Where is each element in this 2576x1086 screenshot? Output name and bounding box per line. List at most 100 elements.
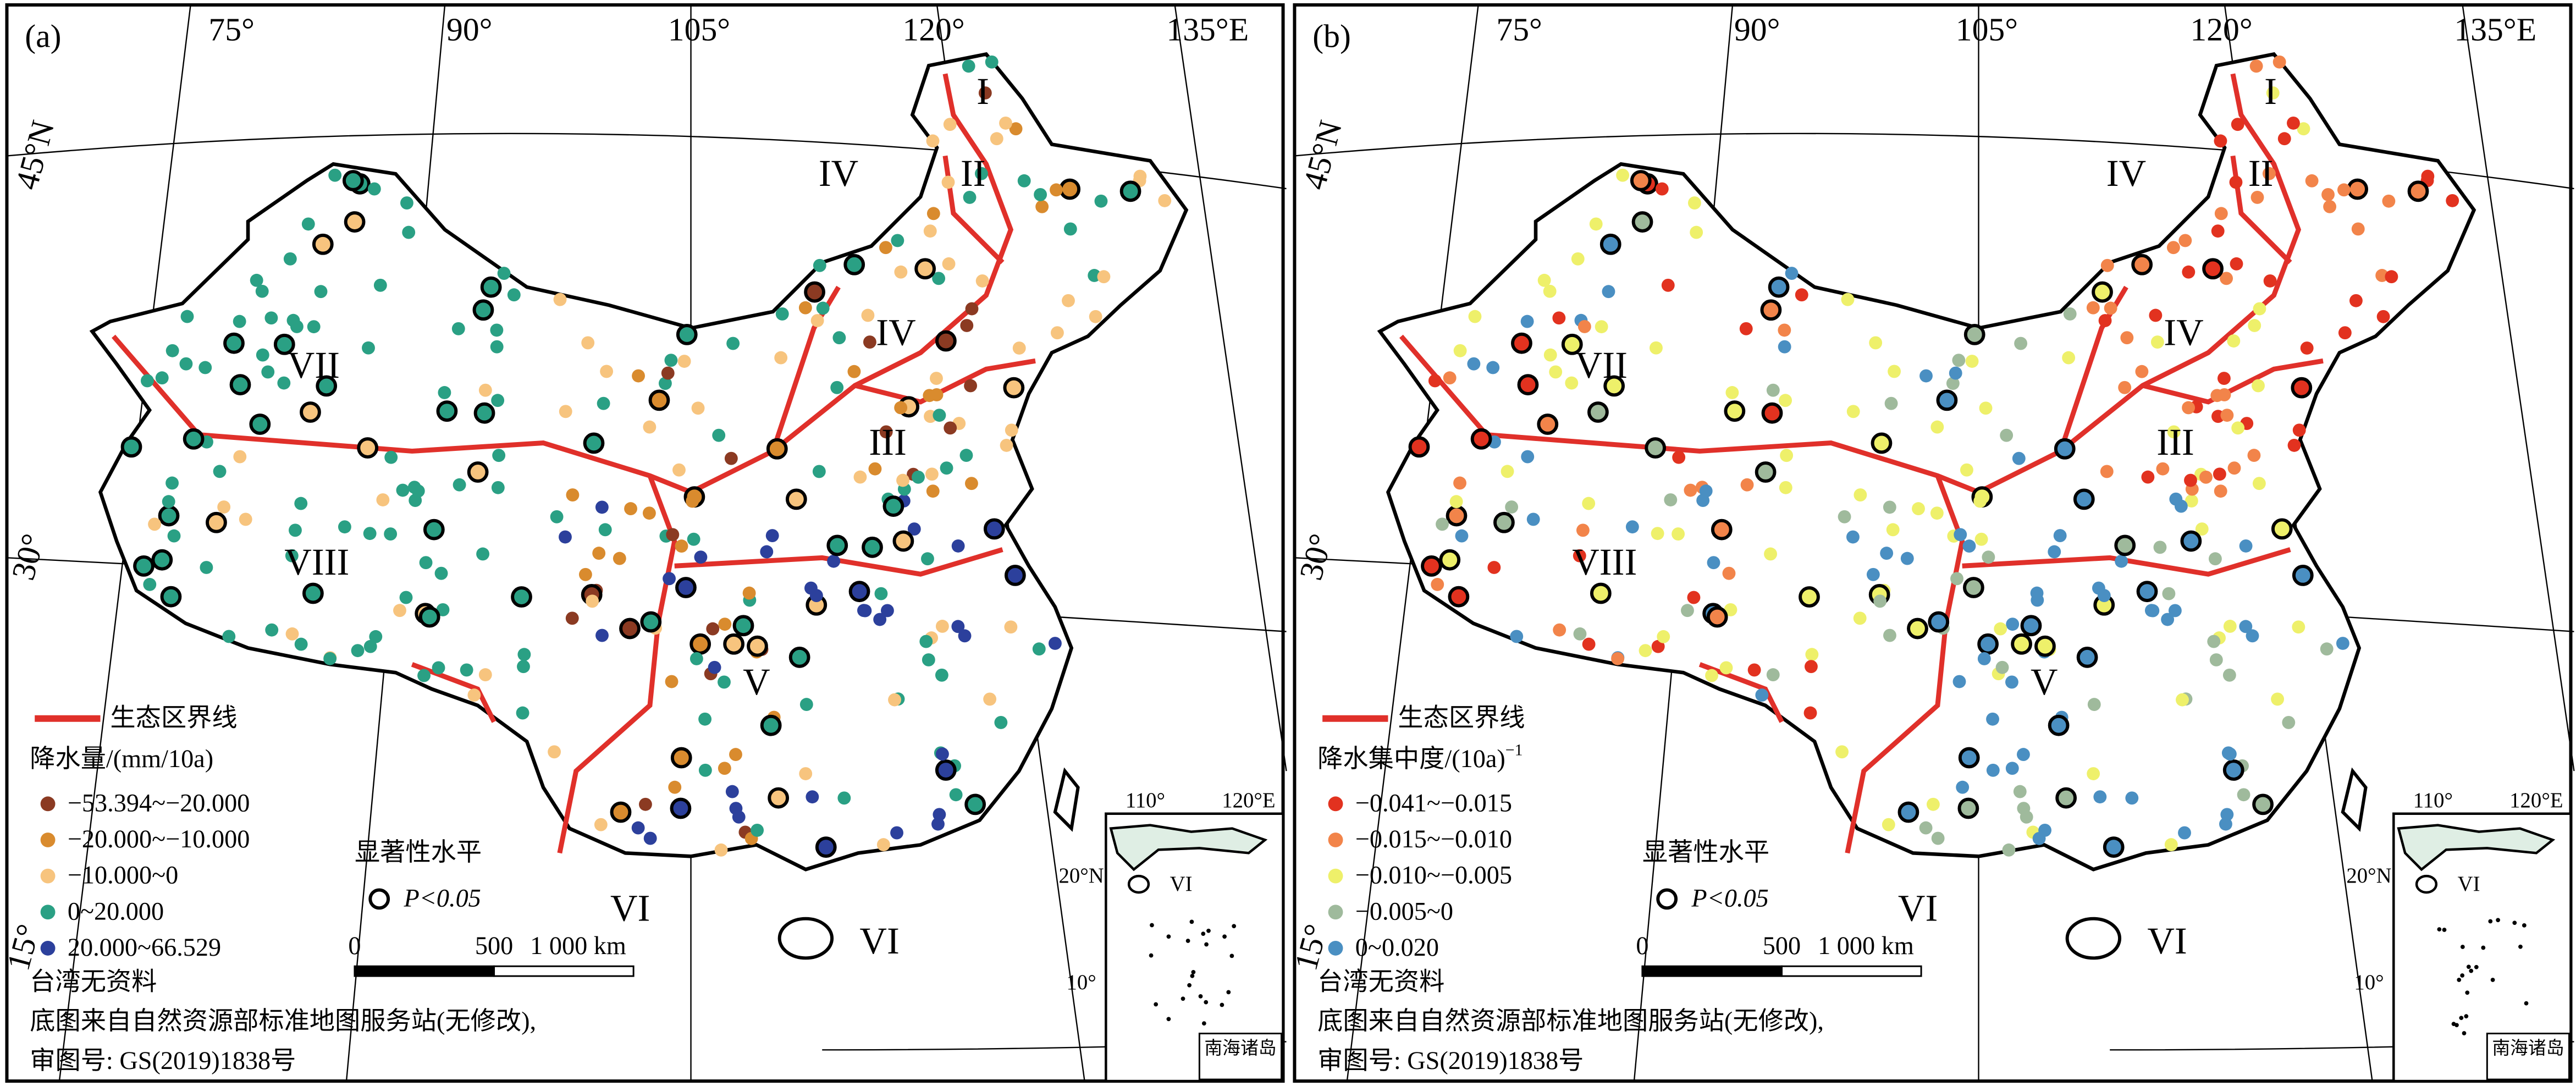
- station-dot: [2167, 425, 2181, 439]
- station-dot: [1869, 336, 1883, 350]
- station-dot: [863, 335, 876, 349]
- station-dot: [874, 587, 888, 600]
- station-dot: [689, 652, 703, 665]
- station-dot: [926, 484, 940, 498]
- station-dot: [847, 365, 861, 378]
- station-dot: [120, 436, 142, 458]
- station-dot: [832, 331, 846, 345]
- station-dot: [930, 372, 943, 385]
- station-dot: [2063, 307, 2077, 321]
- station-dot: [261, 365, 275, 379]
- station-dot: [891, 234, 904, 247]
- station-dot: [328, 168, 342, 182]
- station-dot: [941, 175, 955, 189]
- station-dot: [595, 629, 609, 642]
- station-dot: [1493, 511, 1515, 533]
- station-dot: [747, 635, 768, 657]
- inset-lat-label: 10°: [2354, 971, 2384, 994]
- station-dot: [497, 267, 511, 280]
- station-dot: [2219, 817, 2232, 831]
- station-dot: [1526, 512, 1540, 526]
- station-dot: [944, 421, 957, 435]
- station-dot: [2297, 122, 2310, 136]
- inset-lon-label: 120°E: [1222, 789, 1275, 812]
- scale-label: 0: [1636, 932, 1648, 960]
- station-dot: [963, 190, 977, 204]
- region-label: VI: [1898, 887, 1938, 929]
- station-dot: [1511, 332, 1532, 354]
- station-dot: [1919, 821, 1933, 835]
- station-dot: [1882, 818, 1895, 831]
- island: [2474, 964, 2479, 969]
- station-dot: [586, 594, 599, 608]
- legend-swatch: [1328, 868, 1343, 884]
- station-dot: [384, 450, 398, 464]
- station-dot: [2249, 59, 2263, 73]
- station-dot: [643, 420, 657, 434]
- station-dot: [932, 272, 946, 285]
- station-dot: [1565, 376, 1579, 390]
- station-dot: [1651, 527, 1664, 541]
- station-dot: [1590, 582, 1612, 604]
- station-dot: [2182, 265, 2196, 279]
- station-dot: [1761, 402, 1783, 424]
- legend-class-label: 0~20.000: [68, 897, 164, 925]
- legend-swatch: [40, 833, 56, 847]
- station-dot: [1747, 663, 1761, 677]
- station-dot: [804, 281, 825, 303]
- station-dot: [1706, 606, 1728, 628]
- station-dot: [676, 324, 698, 345]
- station-dot: [1094, 194, 1108, 208]
- region-label: V: [2031, 661, 2058, 703]
- station-dot: [935, 620, 949, 633]
- station-dot: [2291, 377, 2313, 399]
- station-dot: [1888, 365, 1901, 378]
- station-dot: [2376, 310, 2390, 323]
- inset-region-label: VI: [1170, 872, 1193, 896]
- station-dot: [478, 383, 492, 397]
- station-dot: [1722, 566, 1736, 580]
- station-dot: [2098, 314, 2112, 327]
- station-dot: [2262, 167, 2276, 180]
- significance-label: P<0.05: [403, 884, 481, 912]
- inset-name-box: [2486, 1033, 2571, 1081]
- station-dot: [2263, 274, 2277, 288]
- station-dot: [2005, 762, 2019, 775]
- station-dot: [2048, 714, 2070, 736]
- station-dot: [613, 552, 626, 565]
- station-dot: [1974, 532, 1988, 546]
- legend-swatch: [40, 940, 56, 956]
- inset-hainan: [2415, 874, 2438, 894]
- station-dot: [1453, 344, 1467, 357]
- station-dot: [2092, 281, 2113, 303]
- station-dot: [223, 332, 245, 354]
- station-dot: [1799, 586, 1820, 608]
- island: [2454, 1023, 2459, 1028]
- station-dot: [2100, 258, 2114, 272]
- station-dot: [1510, 630, 1524, 643]
- scale-bar-white: [493, 965, 635, 977]
- station-dot: [314, 285, 328, 299]
- longitude-label: 135°E: [1166, 11, 1249, 47]
- station-dot: [1017, 174, 1031, 188]
- station-dot: [643, 831, 657, 845]
- station-dot: [760, 714, 782, 736]
- station-dot: [476, 547, 490, 561]
- station-dot: [160, 586, 182, 608]
- station-dot: [648, 389, 670, 411]
- station-dot: [206, 511, 227, 533]
- station-dot: [583, 432, 605, 454]
- station-dot: [553, 293, 567, 306]
- significance-title: 显著性水平: [1642, 839, 1769, 867]
- station-dot: [785, 488, 807, 510]
- station-dot: [2156, 462, 2170, 476]
- inset-name-box: [1198, 1033, 1283, 1081]
- station-dot: [1982, 550, 1995, 564]
- station-dot: [1838, 510, 1851, 523]
- station-dot: [890, 826, 903, 840]
- station-dot: [344, 211, 366, 233]
- station-dot: [285, 627, 299, 641]
- legend-title: 降水量/(mm/10a): [30, 745, 213, 773]
- station-dot: [2076, 646, 2098, 668]
- station-dot: [2266, 86, 2280, 100]
